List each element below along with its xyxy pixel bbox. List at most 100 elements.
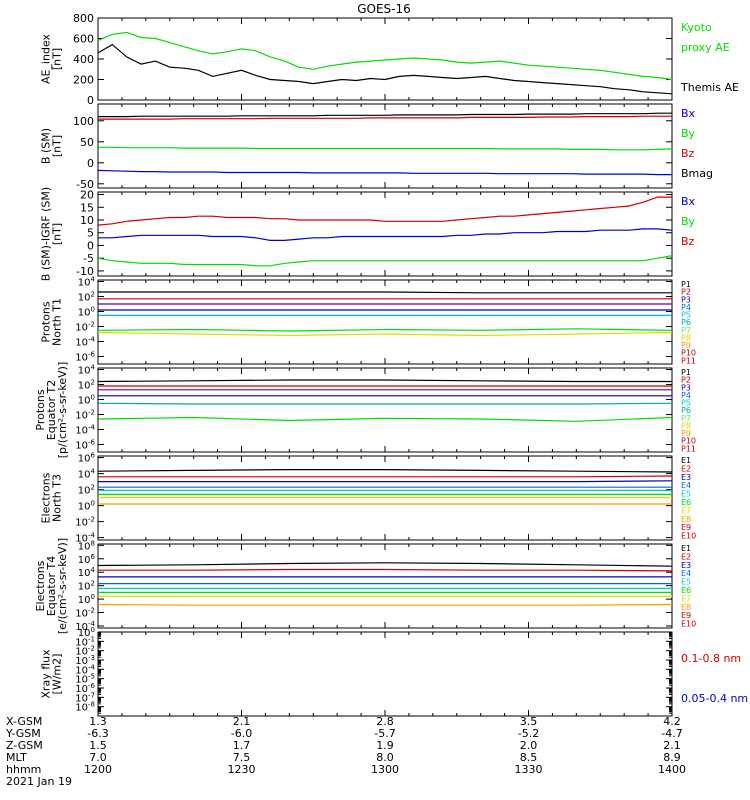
legend-entry: P10 — [681, 437, 696, 446]
y-tick-label: 106 — [78, 452, 96, 465]
series-line-p5 — [97, 402, 673, 405]
legend-entry: E2 — [681, 552, 691, 561]
y-tick-label: 0 — [87, 239, 94, 252]
y-axis-label: [nT] — [51, 48, 64, 70]
y-axis-label: North T3 — [51, 474, 64, 522]
panel-frame — [97, 17, 673, 101]
legend-entry: 0.05-0.4 nm — [681, 692, 748, 705]
y-tick-label: 100 — [73, 115, 94, 128]
y-axis-label: B (SM)-IGRF (SM) — [40, 187, 53, 281]
y-tick-label: 10-2 — [75, 321, 95, 334]
axis-value: 8.0 — [376, 751, 394, 764]
y-tick-label: 15 — [80, 201, 94, 214]
legend-entry: P4 — [681, 391, 691, 400]
legend-entry: P9 — [681, 429, 691, 438]
series-line-e1 — [97, 562, 673, 567]
y-axis-label: B (SM) — [40, 128, 53, 164]
y-tick-label: 10-5 — [75, 673, 95, 686]
axis-value: 2.8 — [376, 715, 394, 728]
series-line-e1 — [97, 469, 673, 473]
legend-entry: E3 — [681, 473, 691, 482]
y-axis-label: AE_index — [40, 33, 53, 84]
y-tick-label: 104 — [78, 276, 96, 289]
axis-value: -5.2 — [518, 727, 539, 740]
legend-entry: E7 — [681, 594, 691, 603]
legend-entry: E4 — [681, 481, 691, 490]
y-tick-label: 10-6 — [75, 351, 95, 364]
y-tick-label: 102 — [78, 291, 95, 304]
series-line-bx — [97, 169, 672, 176]
y-axis-label: [W/m2] — [51, 654, 64, 695]
series-line-bmag — [98, 112, 672, 118]
axis-value: 8.5 — [520, 751, 538, 764]
y-axis-label: Xray flux — [40, 649, 53, 699]
legend-entry: P6 — [681, 406, 691, 415]
legend-entry: P6 — [681, 318, 691, 327]
legend-entry: P3 — [681, 383, 691, 392]
y-tick-label: 10-2 — [75, 516, 95, 529]
legend-entry: Bz — [681, 235, 695, 248]
axis-value: 7.5 — [233, 751, 251, 764]
y-tick-label: 20 — [80, 189, 94, 202]
series-line-e2 — [98, 568, 673, 572]
legend-entry: P10 — [681, 349, 696, 358]
panel-ae: 0 200 400 600 800 AE_index[nT] Kyoto proxy AE Th… — [40, 12, 739, 107]
y-tick-label: 10-2 — [75, 409, 95, 422]
y-tick-label: 10-4 — [75, 620, 95, 633]
axis-value: 1230 — [228, 763, 256, 776]
series-line-bz — [97, 196, 672, 226]
y-axis-label: [p/(cm²-s-sr-keV)] — [56, 362, 69, 459]
y-tick-label: 10-4 — [75, 532, 95, 545]
legend-entry: P11 — [681, 356, 696, 365]
series-line-p1 — [98, 291, 672, 294]
legend-entry: P2 — [681, 376, 691, 385]
legend-entry: Bx — [681, 107, 696, 120]
y-axis-label: Electrons — [34, 560, 47, 611]
panel-frame — [97, 543, 673, 629]
y-axis-label: [nT] — [51, 223, 64, 245]
y-tick-label: 10-7 — [75, 691, 95, 704]
y-tick-label: 600 — [73, 33, 94, 46]
series-line-kyoto-proxy-ae — [97, 31, 673, 81]
legend-entry: P11 — [681, 444, 696, 453]
axis-value: -4.7 — [661, 727, 682, 740]
y-tick-label: 0 — [87, 157, 94, 170]
legend-entry: E1 — [681, 544, 691, 553]
legend-entry: P4 — [681, 303, 691, 312]
y-axis-label: Protons — [40, 301, 53, 342]
legend-entry: proxy AE — [681, 41, 730, 54]
panel-frame — [97, 631, 673, 717]
legend-entry: P7 — [681, 414, 691, 423]
series-line-bz — [98, 115, 672, 120]
y-tick-label: 10-4 — [75, 424, 95, 437]
axis-value: -5.7 — [374, 727, 395, 740]
y-tick-label: 104 — [78, 468, 96, 481]
legend-entry: Bz — [681, 147, 695, 160]
y-tick-label: 100 — [78, 626, 95, 639]
axis-value: 4.2 — [663, 715, 681, 728]
axis-value: 1.7 — [233, 739, 251, 752]
legend-entry: Kyoto — [681, 21, 712, 34]
plot-title: GOES-16 — [357, 2, 411, 16]
legend-entry: P3 — [681, 295, 691, 304]
series-line-themis-ae — [97, 43, 673, 95]
legend-entry: P1 — [681, 280, 691, 289]
y-tick-label: 10-6 — [75, 439, 95, 452]
y-tick-label: 800 — [73, 12, 94, 25]
legend-entry: E10 — [681, 532, 696, 541]
legend-entry: P9 — [681, 341, 691, 350]
legend-entry: Themis AE — [680, 81, 739, 94]
legend-entry: Bx — [681, 195, 696, 208]
axis-value: 2.1 — [663, 739, 681, 752]
legend-entry: E8 — [681, 515, 691, 524]
y-axis-label: Electrons — [40, 472, 53, 523]
axis-value: -6.0 — [231, 727, 252, 740]
legend-entry: Bmag — [681, 167, 713, 180]
legend-entry: E1 — [681, 456, 691, 465]
y-tick-label: 102 — [78, 379, 95, 392]
